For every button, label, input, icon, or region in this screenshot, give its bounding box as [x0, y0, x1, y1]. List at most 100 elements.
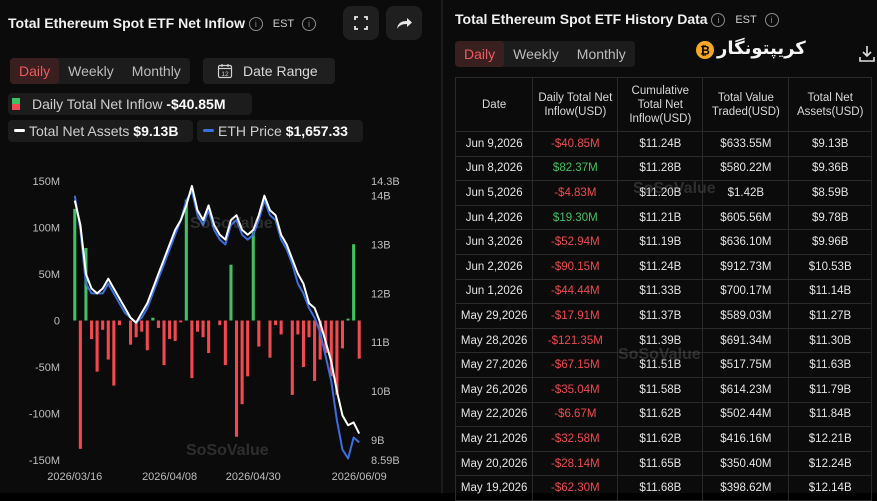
left-axis-tick-label: -100M	[29, 409, 60, 421]
table-row[interactable]: Jun 5,2026 -$4.83M $11.20B $1.42B $8.59B	[454, 180, 872, 206]
cell-cumulative: $11.24B	[617, 131, 704, 157]
table-row[interactable]: Jun 1,2026 -$44.44M $11.33B $700.17M $11.14B	[454, 278, 872, 305]
inflow-bar	[318, 320, 322, 360]
bar-legend-icon	[12, 98, 20, 110]
inflow-bar	[129, 320, 133, 345]
info-icon[interactable]: i	[711, 13, 726, 28]
table-row[interactable]: May 28,2026 -$121.35M $11.39B $691.34M $11.3…	[454, 327, 872, 354]
right-axis-tick-label: 13B	[371, 240, 391, 252]
table-row[interactable]: Jun 9,2026 -$40.85M $11.24B $633.55M $9.13B	[454, 131, 872, 157]
date-range-label: Date Range	[243, 63, 318, 79]
column-header[interactable]: Daily Total Net Inflow(USD)	[532, 77, 619, 132]
cell-date: May 26,2026	[454, 376, 534, 403]
column-header[interactable]: Total Net Assets(USD)	[788, 77, 872, 132]
left-axis-tick-label: 100M	[32, 223, 60, 235]
net-inflow-chart[interactable]: 150M 100M 50M 0 -50M -100M -150M 14.3B 14B 13B 12B…	[0, 0, 441, 493]
eth-price-line	[73, 189, 360, 460]
column-header[interactable]: Cumulative Total Net Inflow(USD)	[617, 77, 704, 132]
cell-cumulative: $11.39B	[617, 327, 704, 354]
tab-weekly[interactable]: Weekly	[513, 46, 559, 62]
cell-daily-inflow: -$17.91M	[532, 303, 619, 329]
x-axis-tick-label: 2026/06/09	[332, 471, 387, 483]
timezone-info-icon[interactable]: i	[302, 17, 317, 32]
cell-assets: $11.27B	[788, 303, 872, 329]
inflow-bar	[257, 320, 261, 347]
cell-date: Jun 8,2026	[454, 155, 534, 182]
table-row[interactable]: Jun 8,2026 $82.37M $11.28B $580.22M $9.36B	[454, 155, 872, 182]
history-panel: Total Ethereum Spot ETF History Data i E…	[443, 0, 877, 501]
inflow-bar	[218, 320, 222, 326]
cell-daily-inflow: -$90.15M	[532, 253, 619, 280]
tab-monthly[interactable]: Monthly	[576, 46, 626, 62]
tab-monthly[interactable]: Monthly	[131, 63, 181, 79]
cell-cumulative: $11.65B	[617, 450, 704, 477]
table-row[interactable]: May 29,2026 -$17.91M $11.37B $589.03M $11.27…	[454, 303, 872, 329]
inflow-bar	[324, 320, 328, 354]
inflow-bar	[352, 244, 356, 321]
legend-eth[interactable]: ETH Price $1,657.33	[197, 120, 363, 142]
cell-cumulative: $11.62B	[617, 401, 704, 428]
table-row[interactable]: May 27,2026 -$67.15M $11.51B $517.75M $11.63…	[454, 352, 872, 378]
legend-daily-label: Daily Total Net Inflow	[32, 96, 163, 112]
inflow-bar	[223, 320, 227, 366]
inflow-bar	[179, 320, 183, 323]
inflow-bar	[301, 320, 305, 367]
table-row[interactable]: May 26,2026 -$35.04M $11.58B $614.23M $11.79…	[454, 376, 872, 403]
cell-traded: $580.22M	[702, 155, 790, 182]
cell-traded: $636.10M	[702, 229, 790, 255]
svg-text:₿: ₿	[700, 44, 710, 58]
inflow-bar	[140, 320, 144, 332]
cell-cumulative: $11.33B	[617, 278, 704, 305]
x-axis-tick-label: 2026/03/16	[47, 471, 102, 483]
chart-title-row: Total Ethereum Spot ETF Net Inflow i EST…	[8, 15, 317, 32]
inflow-bar	[156, 320, 160, 328]
share-button[interactable]	[386, 6, 422, 40]
legend-assets-value: $9.13B	[133, 123, 179, 139]
cell-assets: $12.24B	[788, 450, 872, 477]
table-title: Total Ethereum Spot ETF History Data	[455, 11, 708, 27]
column-header[interactable]: Date	[454, 77, 534, 132]
inflow-bar	[151, 317, 155, 321]
cell-date: May 28,2026	[454, 327, 534, 354]
legend-assets[interactable]: Total Net Assets $9.13B	[8, 120, 193, 142]
table-row[interactable]: Jun 2,2026 -$90.15M $11.24B $912.73M $10.53B	[454, 253, 872, 280]
share-icon	[397, 18, 412, 29]
cell-assets: $12.21B	[788, 426, 872, 452]
table-row[interactable]: Jun 3,2026 -$52.94M $11.19B $636.10M $9.96B	[454, 229, 872, 255]
table-row[interactable]: May 21,2026 -$32.58M $11.62B $416.16M $12.21…	[454, 426, 872, 452]
left-axis-tick-label: -150M	[29, 455, 60, 467]
info-icon[interactable]: i	[248, 17, 263, 32]
inflow-bar	[229, 264, 233, 321]
inflow-bar	[173, 320, 177, 341]
timezone-info-icon[interactable]: i	[764, 13, 779, 28]
inflow-bar	[190, 320, 194, 379]
cell-cumulative: $11.62B	[617, 426, 704, 452]
tab-daily[interactable]: Daily	[10, 58, 60, 84]
fullscreen-button[interactable]	[343, 6, 379, 40]
inflow-bar	[240, 320, 244, 405]
cell-assets: $9.13B	[788, 131, 872, 157]
legend-daily[interactable]: Daily Total Net Inflow -$40.85M	[8, 93, 252, 115]
cell-assets: $11.84B	[788, 401, 872, 428]
column-header[interactable]: Total Value Traded(USD)	[702, 77, 790, 132]
inflow-bar	[117, 320, 121, 326]
table-title-row: Total Ethereum Spot ETF History Data i E…	[455, 11, 779, 28]
table-row[interactable]: Jun 4,2026 $19.30M $11.21B $605.56M $9.78B	[454, 204, 872, 231]
cell-date: May 19,2026	[454, 475, 534, 501]
inflow-bar	[101, 320, 105, 330]
inflow-bar	[296, 320, 300, 335]
legend-daily-value: -$40.85M	[166, 96, 226, 112]
brand-logo-text: کریپتونگار	[717, 38, 806, 59]
cell-date: May 29,2026	[454, 303, 534, 329]
right-axis-tick-label: 12B	[371, 288, 391, 300]
table-row[interactable]: May 20,2026 -$28.14M $11.65B $350.40M $12.24…	[454, 450, 872, 477]
tab-weekly[interactable]: Weekly	[68, 63, 114, 79]
date-range-button[interactable]: 12 Date Range	[203, 58, 335, 84]
download-icon[interactable]	[857, 44, 877, 64]
table-row[interactable]: May 22,2026 -$6.67M $11.62B $502.44M $11.84B	[454, 401, 872, 428]
table-row[interactable]: May 19,2026 -$62.30M $11.68B $398.62M $12.14…	[454, 475, 872, 501]
inflow-bar	[290, 320, 294, 395]
inflow-bar	[346, 318, 350, 321]
inflow-bar	[313, 320, 317, 381]
tab-daily[interactable]: Daily	[455, 41, 505, 67]
